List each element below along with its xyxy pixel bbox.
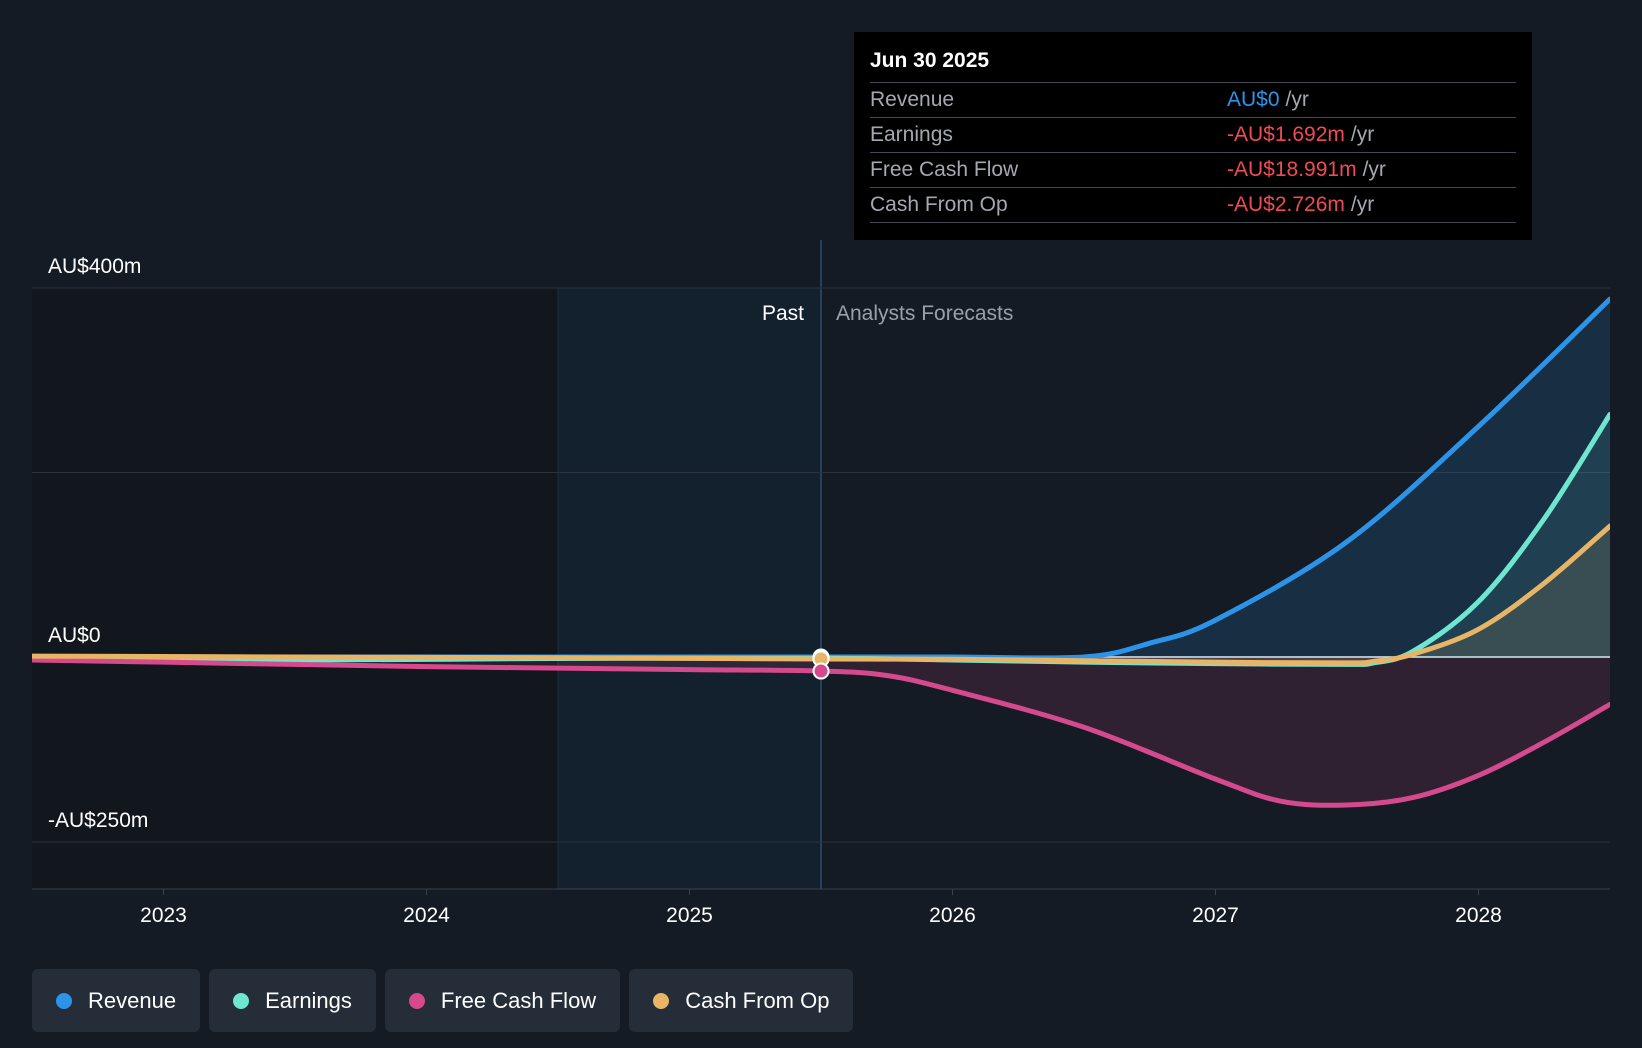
tooltip-label: Cash From Op bbox=[870, 187, 1227, 223]
x-tick-label: 2027 bbox=[1192, 904, 1239, 927]
y-tick-label: AU$400m bbox=[48, 255, 141, 278]
legend-item-cash-from-op[interactable]: Cash From Op bbox=[629, 969, 854, 1032]
tooltip-row-revenue: Revenue AU$0/yr bbox=[870, 82, 1516, 118]
legend-dot-icon bbox=[653, 992, 670, 1009]
tooltip-row-free-cash-flow: Free Cash Flow -AU$18.991m/yr bbox=[870, 152, 1516, 188]
x-tick-label: 2024 bbox=[403, 904, 450, 927]
tooltip-date: Jun 30 2025 bbox=[870, 49, 990, 72]
legend-label: Free Cash Flow bbox=[440, 987, 597, 1013]
line-cash-from-op bbox=[32, 523, 1610, 666]
line-free-cash-flow bbox=[32, 657, 1610, 808]
tooltip: Jun 30 2025 Revenue AU$0/yr Earnings -AU… bbox=[854, 32, 1532, 240]
tooltip-unit: /yr bbox=[1350, 193, 1375, 216]
x-tick-label: 2026 bbox=[929, 904, 976, 927]
past-region bbox=[32, 288, 558, 889]
tooltip-table: Revenue AU$0/yr Earnings -AU$1.692m/yr F… bbox=[870, 82, 1516, 223]
legend-item-free-cash-flow[interactable]: Free Cash Flow bbox=[384, 969, 621, 1032]
x-tick-label: 2025 bbox=[666, 904, 713, 927]
tooltip-value: -AU$2.726m bbox=[1227, 193, 1345, 216]
past-highlight-region bbox=[558, 288, 821, 889]
legend-dot-icon bbox=[233, 992, 250, 1009]
series-lines bbox=[32, 296, 1610, 808]
tooltip-unit: /yr bbox=[1350, 123, 1375, 146]
forecast-label: Analysts Forecasts bbox=[836, 302, 1013, 325]
hover-markers bbox=[812, 648, 830, 680]
y-tick-label: -AU$250m bbox=[48, 809, 148, 832]
tooltip-label: Earnings bbox=[870, 117, 1227, 153]
legend-label: Cash From Op bbox=[685, 987, 830, 1013]
tooltip-value: -AU$18.991m bbox=[1227, 158, 1357, 181]
legend-item-earnings[interactable]: Earnings bbox=[209, 969, 376, 1032]
tooltip-unit: /yr bbox=[1285, 88, 1309, 111]
chart-background bbox=[32, 240, 822, 889]
tooltip-unit: /yr bbox=[1362, 158, 1386, 181]
x-tick-label: 2028 bbox=[1455, 904, 1502, 927]
tooltip-label: Free Cash Flow bbox=[870, 152, 1227, 188]
tooltip-value: AU$0 bbox=[1227, 88, 1280, 111]
tooltip-label: Revenue bbox=[870, 82, 1227, 118]
y-tick-label: AU$0 bbox=[48, 624, 101, 647]
axis-labels: AU$400m AU$0 -AU$250m 2023 2024 2025 2026 2027 2… bbox=[48, 255, 1502, 927]
legend-label: Earnings bbox=[265, 987, 352, 1013]
legend-dot-icon bbox=[56, 992, 72, 1009]
legend-label: Revenue bbox=[88, 987, 177, 1013]
area-cash-from-op bbox=[32, 526, 1610, 663]
area-free-cash-flow bbox=[32, 657, 1610, 806]
legend-item-revenue[interactable]: Revenue bbox=[32, 969, 201, 1032]
tooltip-value: -AU$1.692m bbox=[1227, 123, 1345, 146]
x-tick-label: 2023 bbox=[140, 904, 187, 927]
marker-free-cash-flow bbox=[812, 662, 830, 680]
legend-dot-icon bbox=[408, 992, 425, 1009]
legend: Revenue Earnings Free Cash Flow Cash Fro… bbox=[32, 969, 854, 1032]
tooltip-row-cash-from-op: Cash From Op -AU$2.726m/yr bbox=[870, 187, 1516, 223]
past-label: Past bbox=[762, 302, 804, 325]
tooltip-row-earnings: Earnings -AU$1.692m/yr bbox=[870, 117, 1516, 153]
